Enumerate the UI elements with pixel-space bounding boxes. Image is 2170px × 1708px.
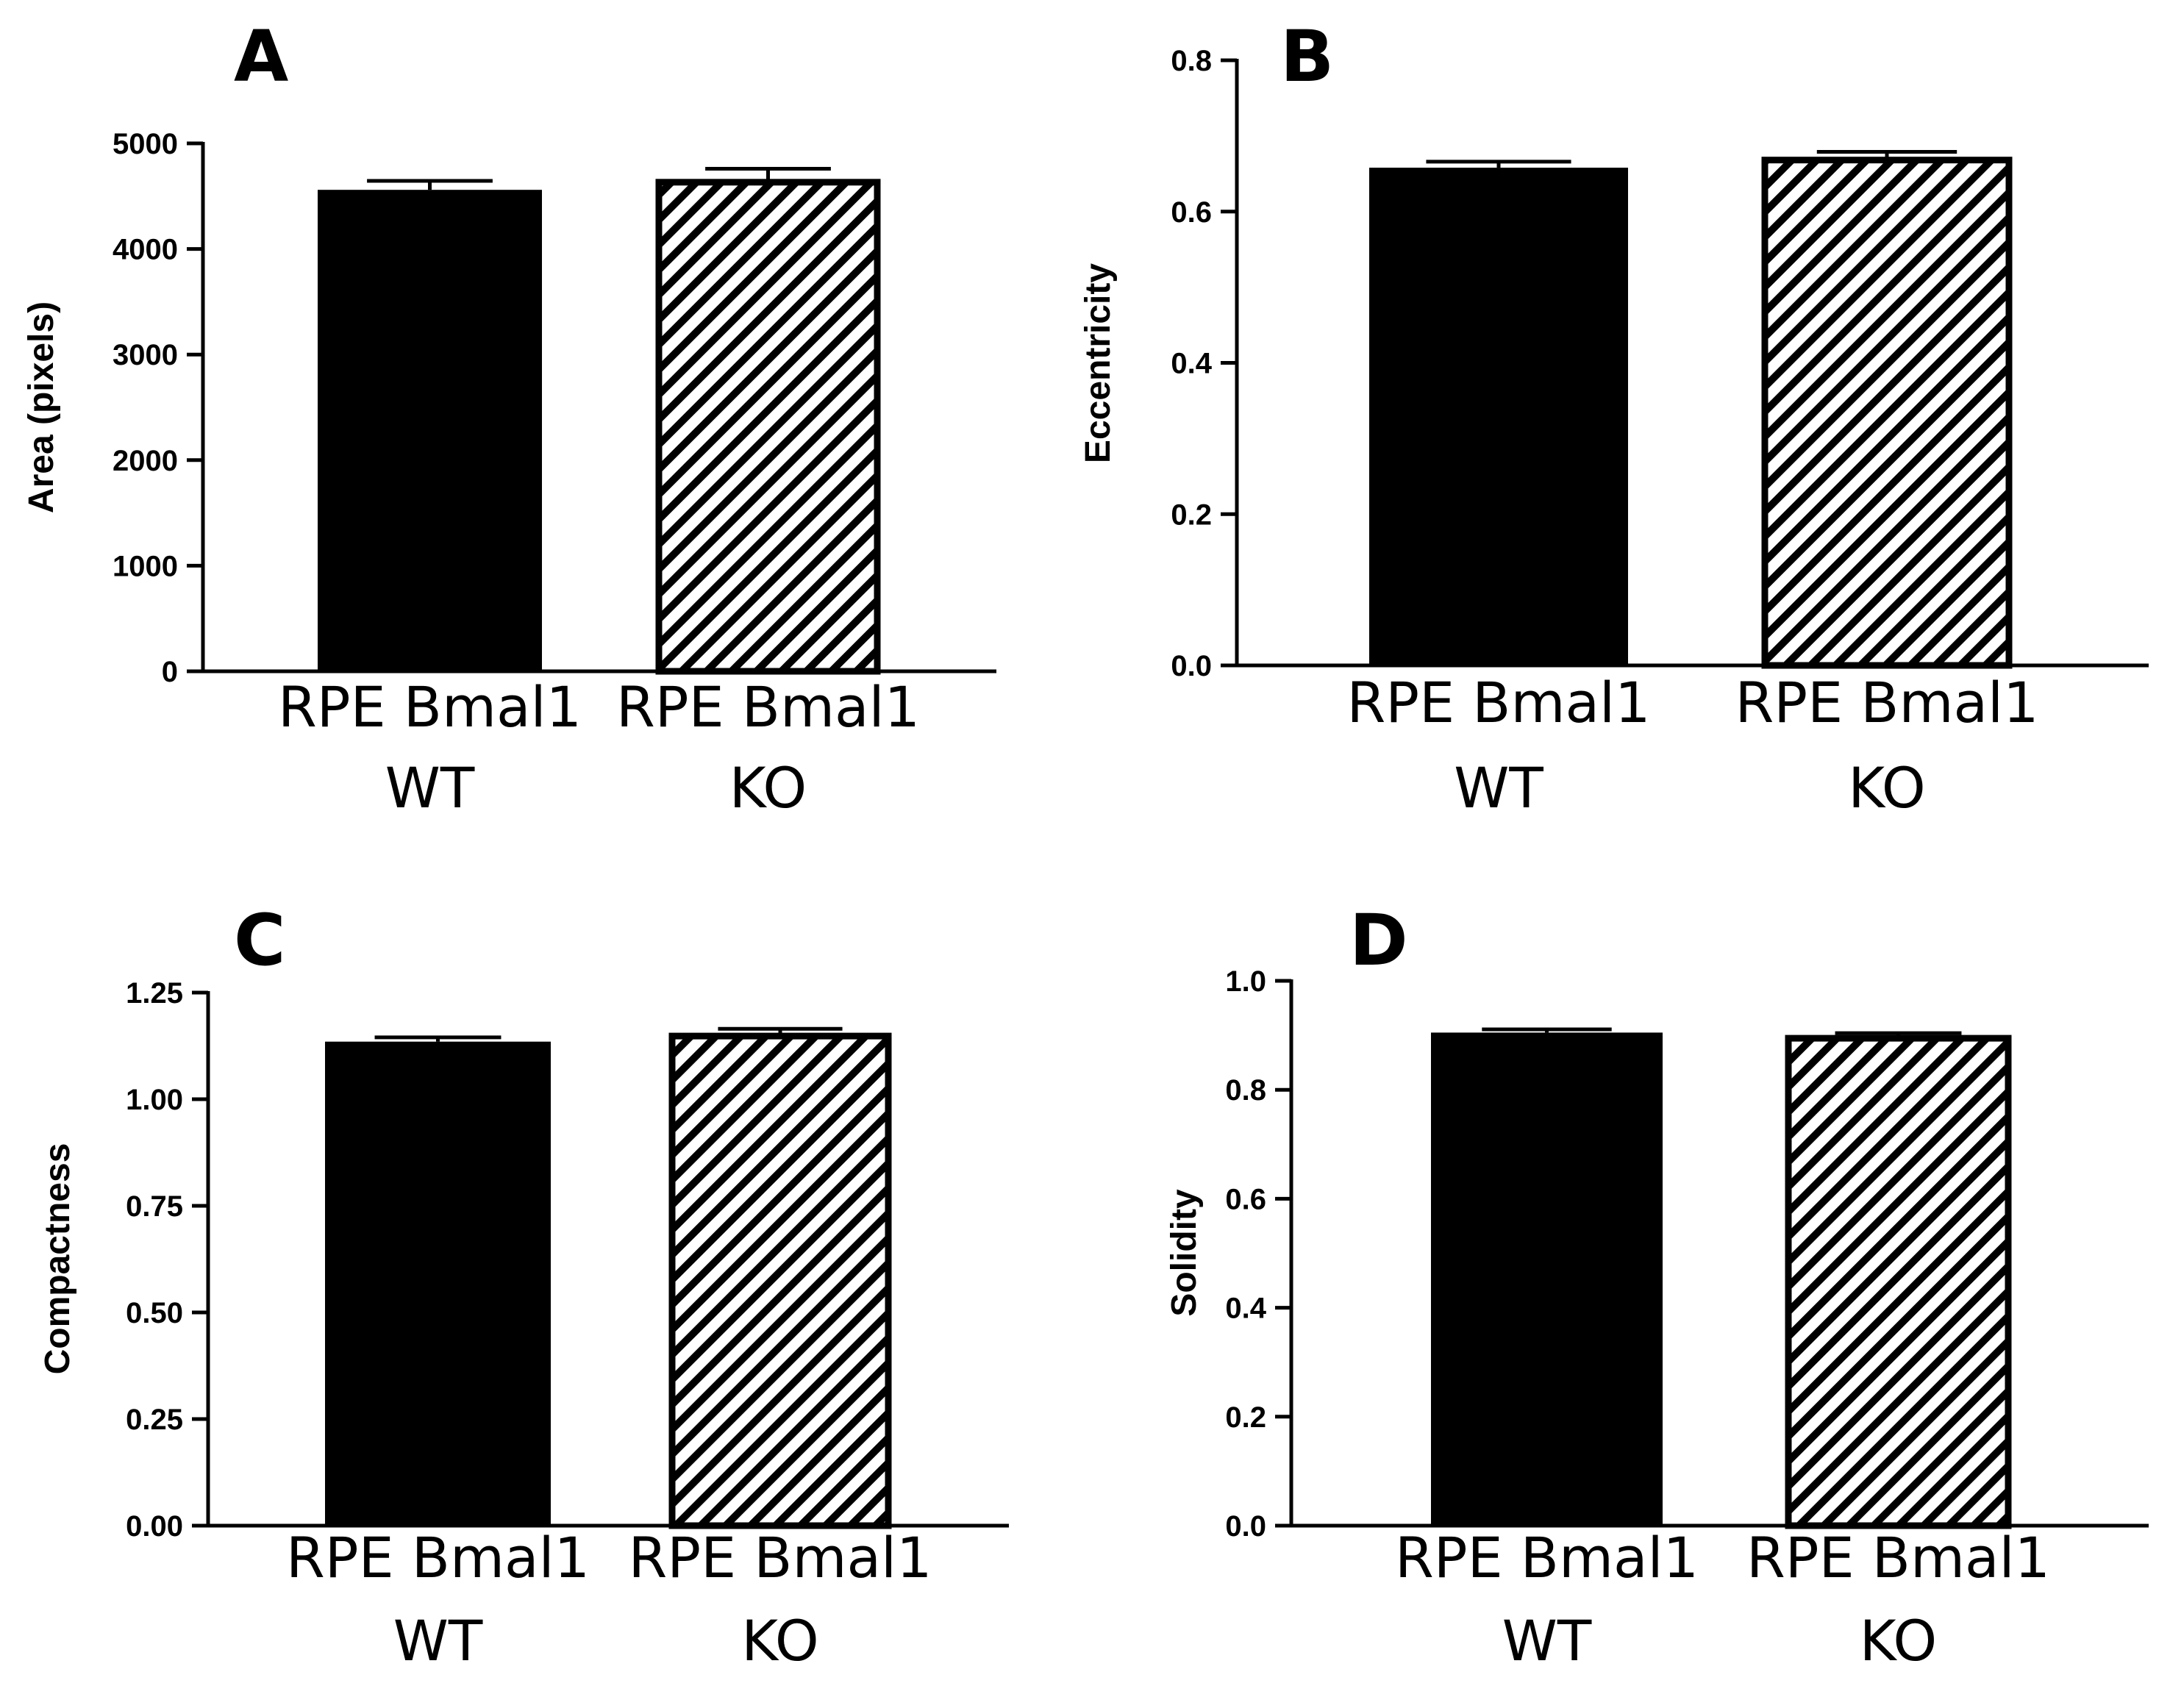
y-tick-label-c: 0.25 <box>126 1404 183 1436</box>
category-label-b-ko: KO <box>1848 755 1926 821</box>
bar-d-ko[interactable] <box>1785 1035 2012 1529</box>
category-label-b-wt: WT <box>1454 755 1543 821</box>
panel-c: C 0.00 0.25 0.50 0.75 1.00 1.25 Compactness RPE … <box>38 899 1009 1673</box>
panel-letter-b: B <box>1280 15 1334 98</box>
y-tick-label-b: 0.4 <box>1171 348 1212 380</box>
y-axis-title-d: Solidity <box>1165 1189 1204 1317</box>
y-tick-label-d: 0.2 <box>1225 1401 1266 1434</box>
bar-c-wt[interactable] <box>325 1041 551 1526</box>
y-tick-label-c: 0.00 <box>126 1510 183 1543</box>
y-tick-label-c: 0.50 <box>126 1297 183 1329</box>
category-label-d-wt: RPE Bmal1 <box>1395 1525 1699 1590</box>
y-tick-label-a: 1000 <box>113 550 178 582</box>
y-tick-label-a: 4000 <box>113 234 178 266</box>
y-tick-label-d: 0.6 <box>1225 1183 1266 1215</box>
y-tick-label-d: 0.0 <box>1225 1510 1266 1543</box>
category-label-c-ko: RPE Bmal1 <box>628 1525 932 1590</box>
y-tick-label-d: 0.8 <box>1225 1074 1266 1107</box>
bar-c-ko[interactable] <box>668 1032 892 1529</box>
y-tick-label-d: 1.0 <box>1225 965 1266 998</box>
panel-letter-c: C <box>234 899 285 982</box>
y-axis-title-b: Eccentricity <box>1079 263 1118 463</box>
category-label-c-wt: WT <box>393 1608 483 1673</box>
y-tick-label-b: 0.0 <box>1171 650 1212 682</box>
category-label-a-ko: RPE Bmal1 <box>616 674 920 740</box>
panel-a: A 0 1000 2000 3000 4000 5000 Area (pixels) RPE B… <box>22 15 996 821</box>
panel-letter-a: A <box>234 15 288 98</box>
y-tick-label-c: 1.25 <box>126 977 183 1010</box>
y-tick-label-c: 0.75 <box>126 1190 183 1223</box>
y-tick-label-c: 1.00 <box>126 1084 183 1116</box>
y-tick-label-a: 0 <box>162 656 178 688</box>
panel-d: D 0.0 0.2 0.4 0.6 0.8 1.0 Solidity RPE Bmal1 WT RP… <box>1165 899 2149 1673</box>
y-tick-label-b: 0.6 <box>1171 196 1212 229</box>
category-label-b-wt: RPE Bmal1 <box>1346 670 1650 735</box>
bar-d-wt[interactable] <box>1431 1032 1663 1526</box>
category-label-c-wt: RPE Bmal1 <box>286 1525 590 1590</box>
y-tick-label-b: 0.8 <box>1171 45 1212 77</box>
category-label-a-wt: WT <box>385 755 475 821</box>
panel-b: B 0.0 0.2 0.4 0.6 0.8 Eccentricity RPE Bmal1 WT R… <box>1079 15 2149 821</box>
bar-a-wt[interactable] <box>318 190 542 672</box>
category-label-a-wt: RPE Bmal1 <box>278 674 582 740</box>
y-tick-label-a: 3000 <box>113 339 178 371</box>
category-label-d-ko: RPE Bmal1 <box>1746 1525 2050 1590</box>
bar-a-ko[interactable] <box>655 179 881 675</box>
category-label-c-ko: KO <box>741 1608 819 1673</box>
y-tick-label-b: 0.2 <box>1171 499 1212 531</box>
category-label-d-ko: KO <box>1860 1608 1938 1673</box>
y-tick-label-d: 0.4 <box>1225 1293 1266 1325</box>
category-label-d-wt: WT <box>1502 1608 1592 1673</box>
category-label-a-ko: KO <box>729 755 807 821</box>
category-label-b-ko: RPE Bmal1 <box>1735 670 2038 735</box>
y-axis-title-a: Area (pixels) <box>22 301 61 513</box>
y-axis-title-c: Compactness <box>38 1143 77 1375</box>
bar-b-ko[interactable] <box>1761 157 2013 669</box>
bar-b-wt[interactable] <box>1369 168 1628 665</box>
y-tick-label-a: 2000 <box>113 445 178 477</box>
y-tick-label-a: 5000 <box>113 128 178 160</box>
panel-letter-d: D <box>1349 899 1408 982</box>
